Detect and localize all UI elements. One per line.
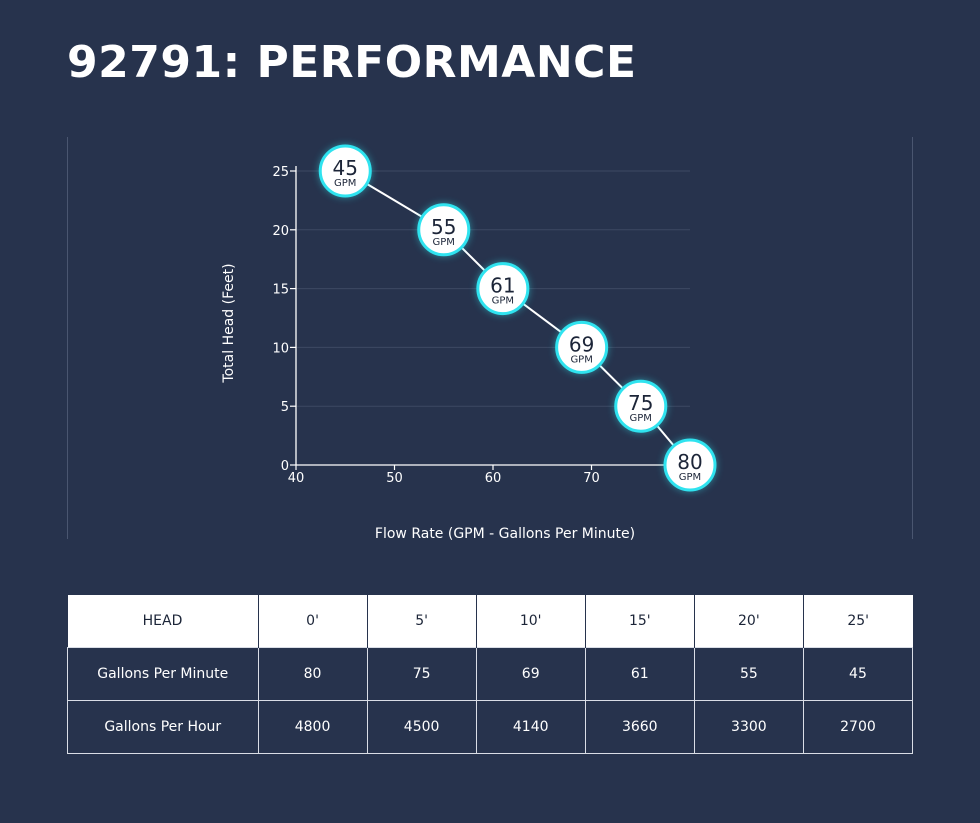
table-cell: 4500: [366, 700, 477, 754]
table-cell: 69: [475, 647, 586, 701]
data-point-unit-label: GPM: [630, 413, 652, 424]
table-header-cell: 20': [693, 595, 804, 648]
table-cell: 55: [693, 647, 804, 701]
table-row: Gallons Per Hour 4800 4500 4140 3660 330…: [67, 700, 914, 754]
table-header-cell: 0': [257, 595, 368, 648]
y-tick-label: 0: [281, 459, 289, 474]
data-point-value-label: 75: [628, 391, 653, 415]
table-cell: 61: [584, 647, 695, 701]
data-point-marker: [555, 320, 609, 374]
data-point-unit-label: GPM: [334, 178, 356, 189]
x-axis-label: Flow Rate (GPM - Gallons Per Minute): [375, 526, 635, 542]
table-cell: 45: [802, 647, 914, 701]
data-point-marker: [663, 438, 717, 492]
y-tick-label: 25: [272, 165, 289, 180]
performance-table-container: HEAD 0' 5' 10' 15' 20' 25' Gallons Per M…: [67, 595, 914, 754]
y-axis-label: Total Head (Feet): [221, 263, 237, 383]
data-point-value-label: 45: [333, 156, 358, 180]
data-point-value-label: 80: [677, 450, 702, 474]
data-point-unit-label: GPM: [492, 296, 514, 307]
x-tick-label: 50: [386, 471, 403, 486]
table-cell: 4800: [257, 700, 368, 754]
y-tick-label: 20: [272, 224, 289, 239]
data-point-marker: [614, 379, 668, 433]
table-header-cell: 5': [366, 595, 477, 648]
table-cell: 2700: [802, 700, 914, 754]
y-tick-label: 15: [272, 283, 289, 298]
data-point-marker: [417, 203, 471, 257]
table-cell: 80: [257, 647, 368, 701]
data-point-value-label: 61: [490, 274, 515, 298]
table-cell: 75: [366, 647, 477, 701]
x-tick-label: 60: [485, 471, 502, 486]
row-label: Gallons Per Hour: [67, 700, 259, 754]
data-point-unit-label: GPM: [679, 472, 701, 483]
data-point-unit-label: GPM: [570, 354, 592, 365]
table-header-cell: 25': [802, 595, 913, 648]
table-header-cell: 15': [584, 595, 695, 648]
row-label: Gallons Per Minute: [67, 647, 259, 701]
data-point-marker: [476, 262, 530, 316]
x-tick-label: 70: [583, 471, 600, 486]
data-point-marker: [318, 144, 372, 198]
table-cell: 3660: [584, 700, 695, 754]
table-header-cell: 10': [475, 595, 586, 648]
y-tick-label: 10: [272, 341, 289, 356]
data-point-value-label: 55: [431, 215, 456, 239]
table-cell: 4140: [475, 700, 586, 754]
chart-frame-right-line: [912, 137, 913, 539]
table-row: Gallons Per Minute 80 75 69 61 55 45: [67, 647, 914, 701]
performance-table: HEAD 0' 5' 10' 15' 20' 25' Gallons Per M…: [67, 595, 914, 754]
page-title: 92791: PERFORMANCE: [67, 37, 637, 88]
table-cell: 3300: [693, 700, 804, 754]
y-tick-label: 5: [281, 400, 289, 415]
data-point-unit-label: GPM: [433, 237, 455, 248]
table-header-cell: HEAD: [67, 595, 258, 648]
chart-frame-left-line: [67, 137, 68, 539]
table-header-row: HEAD 0' 5' 10' 15' 20' 25': [67, 595, 913, 648]
data-point-value-label: 69: [569, 332, 594, 356]
x-tick-label: 40: [288, 471, 305, 486]
